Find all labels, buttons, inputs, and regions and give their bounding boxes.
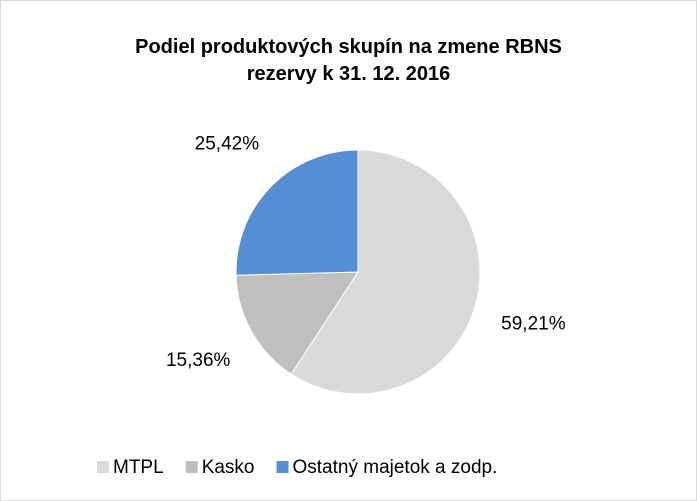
legend-swatch xyxy=(185,461,198,473)
legend-label: Ostatný majetok a zodp. xyxy=(293,457,498,478)
pie-slice xyxy=(290,149,481,395)
chart-title: Podiel produktových skupín na zmene RBNS… xyxy=(135,36,562,85)
pie-slice xyxy=(235,149,359,276)
data-label: 59,21% xyxy=(501,313,566,334)
legend-label: MTPL xyxy=(113,457,164,478)
legend-swatch xyxy=(276,461,289,473)
pie-slice xyxy=(235,271,359,375)
legend-label: Kasko xyxy=(202,457,255,478)
data-label: 25,42% xyxy=(195,133,260,154)
legend-swatch xyxy=(97,461,109,473)
data-label: 15,36% xyxy=(166,350,231,371)
